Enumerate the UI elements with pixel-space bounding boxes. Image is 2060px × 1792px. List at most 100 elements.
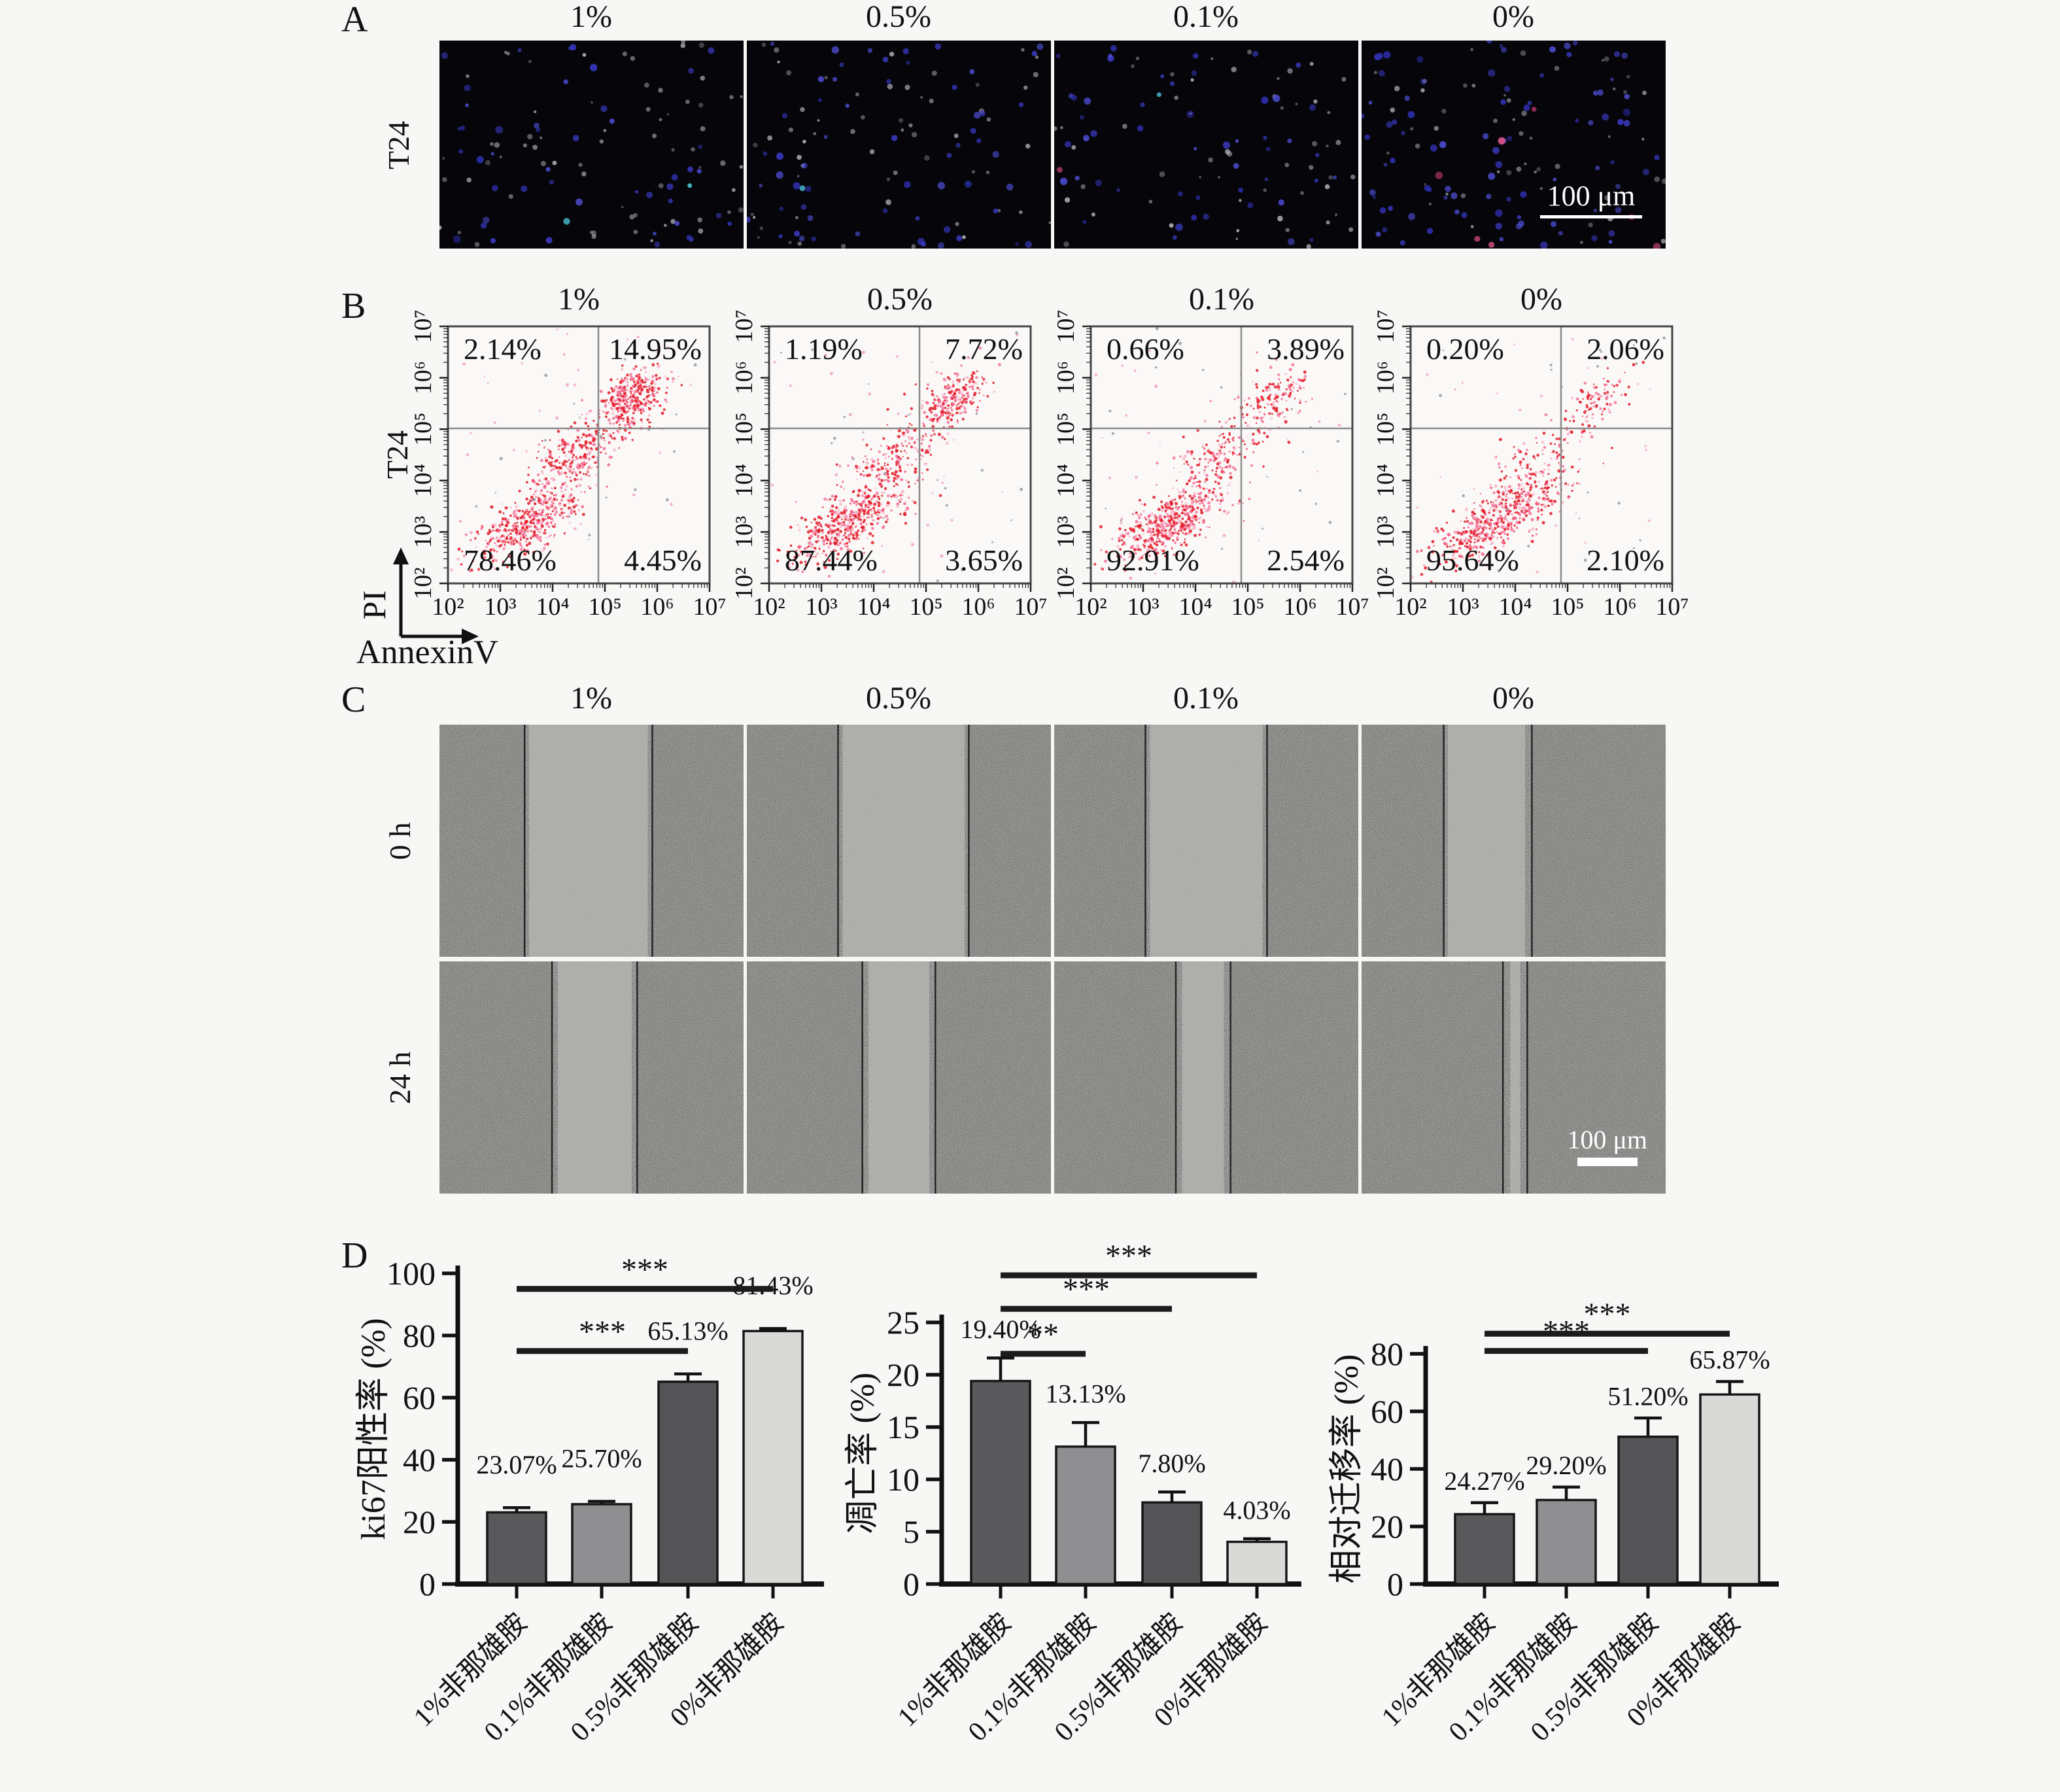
y-tick-label: 20 xyxy=(403,1504,436,1540)
scatter-dots xyxy=(1093,327,1347,583)
cell-region-left xyxy=(747,725,838,957)
significance-stars: *** xyxy=(1063,1272,1110,1307)
y-tick-label: 20 xyxy=(887,1356,919,1393)
fluorescent-cells xyxy=(747,41,1051,249)
quadrant-value-upper-right: 2.06% xyxy=(1587,332,1664,366)
plot-border xyxy=(768,325,1032,585)
x-tick-label: 10⁶ xyxy=(961,593,995,621)
cell-region-left xyxy=(439,961,553,1194)
bar-value-label: 65.87% xyxy=(1689,1345,1770,1375)
bar-1%非那雄胺 xyxy=(1454,1513,1515,1585)
y-tick-label: 0 xyxy=(903,1566,919,1602)
y-tick-label: 80 xyxy=(403,1317,436,1354)
cell-region-right xyxy=(969,725,1051,957)
y-tick-label: 10⁷ xyxy=(1372,309,1399,343)
plot-border xyxy=(1090,325,1354,585)
panel-b-header-1pct: 1% xyxy=(558,282,600,317)
bar-value-label: 81.43% xyxy=(732,1271,813,1300)
quadrant-value-upper-right: 7.72% xyxy=(945,332,1023,366)
scale-bar-line xyxy=(1540,215,1642,218)
fluorescence-render xyxy=(439,41,744,248)
flow-plot-05pct: 10² 10² 10³ 10³ 10⁴ 10⁴ 10⁵ 10⁵ 10⁶ 10⁶ 10⁷ 10⁷ 1.1… xyxy=(730,309,1048,621)
y-tick-label: 15 xyxy=(887,1409,919,1445)
panel-c-row-label-24h: 24 h xyxy=(383,1051,417,1105)
y-tick-label: 10⁵ xyxy=(730,413,758,446)
scatter-dots xyxy=(770,331,1023,582)
significance-stars: *** xyxy=(579,1315,626,1349)
fluorescence-image-05pct xyxy=(747,41,1051,249)
bar-1%非那雄胺 xyxy=(970,1379,1031,1585)
bar-value-label: 7.80% xyxy=(1138,1449,1205,1478)
x-tick-label: 10³ xyxy=(805,593,837,621)
bar-0.5%非那雄胺 xyxy=(1617,1435,1679,1585)
chart-axes: 0 5 10 15 20 25 xyxy=(887,1304,1301,1602)
panel-b-label: B xyxy=(341,286,366,326)
wound-render xyxy=(1362,725,1666,957)
significance-stars: *** xyxy=(1105,1239,1152,1273)
fluorescent-cells xyxy=(1054,44,1356,249)
bar-value-label: 65.13% xyxy=(647,1317,728,1346)
y-tick-label: 10⁵ xyxy=(1372,413,1399,446)
panel-c-header-0pct: 0% xyxy=(1492,681,1534,715)
y-tick-label: 5 xyxy=(903,1513,919,1550)
y-tick-label: 0 xyxy=(1387,1566,1403,1602)
wound-image-24h-01pct xyxy=(1054,961,1358,1194)
scale-bar-line xyxy=(1577,1158,1638,1166)
wound-image-24h-0pct: 100 μm xyxy=(1362,961,1666,1194)
quadrant-value-upper-right: 3.89% xyxy=(1267,332,1345,366)
significance-stars: *** xyxy=(1584,1297,1631,1332)
y-tick-label: 10³ xyxy=(1052,516,1080,548)
fluorescence-image-0pct: 100 μm xyxy=(1362,41,1666,249)
y-tick-label: 10⁶ xyxy=(1052,361,1080,394)
quadrant-value-lower-right: 3.65% xyxy=(945,543,1023,577)
fluorescence-render xyxy=(1362,41,1666,249)
y-tick-label: 10² xyxy=(409,567,437,599)
fluorescence-render xyxy=(747,41,1051,249)
bar-value-label: 25.70% xyxy=(561,1443,642,1473)
panel-a-header-05pct: 0.5% xyxy=(866,0,931,34)
y-tick-label: 10² xyxy=(1052,567,1080,599)
x-tick-label: 10³ xyxy=(1127,593,1159,621)
bar-0%非那雄胺 xyxy=(1226,1540,1288,1585)
y-tick-label: 25 xyxy=(887,1304,919,1341)
bar-0.1%非那雄胺 xyxy=(571,1503,632,1585)
significance-marks: ****** xyxy=(1485,1297,1730,1354)
x-tick-label: 10⁷ xyxy=(1655,593,1689,621)
wound-render xyxy=(1054,961,1358,1194)
bar-value-label: 51.20% xyxy=(1607,1381,1688,1411)
cell-region-left xyxy=(747,961,863,1194)
wound-render xyxy=(439,961,744,1194)
flow-plot-bg xyxy=(769,326,1031,583)
y-tick-label: 80 xyxy=(1371,1335,1403,1372)
x-tick-label: 10⁷ xyxy=(1335,593,1369,621)
y-tick-label: 0 xyxy=(419,1566,436,1602)
x-tick-label: 10⁶ xyxy=(640,593,674,621)
y-tick-label: 10⁷ xyxy=(1052,309,1080,343)
panel-a-header-0pct: 0% xyxy=(1492,0,1534,34)
flow-plot-bg xyxy=(1091,326,1352,583)
bar-0%非那雄胺 xyxy=(742,1330,804,1585)
quadrant-value-upper-right: 14.95% xyxy=(609,332,702,366)
y-tick-label: 10⁴ xyxy=(409,464,437,497)
y-tick-label: 10³ xyxy=(409,516,437,548)
y-tick-label: 100 xyxy=(386,1255,436,1292)
scale-bar-label: 100 μm xyxy=(1547,179,1636,212)
wound-render xyxy=(747,961,1051,1194)
flow-plot-1pct: 10² 10² 10³ 10³ 10⁴ 10⁴ 10⁵ 10⁵ 10⁶ 10⁶ 10⁷ 10⁷ 2.1… xyxy=(409,309,727,621)
y-tick-label: 10³ xyxy=(1372,516,1399,548)
y-axis-title: 相对迁移率 (%) xyxy=(1328,1354,1365,1584)
y-tick-label: 40 xyxy=(403,1441,436,1478)
quadrant-value-lower-left: 87.44% xyxy=(785,543,878,577)
x-tick-label: 10⁴ xyxy=(1178,593,1212,621)
cell-region-left xyxy=(1362,961,1503,1194)
y-tick-label: 20 xyxy=(1371,1508,1403,1545)
bar-value-label: 13.13% xyxy=(1045,1379,1125,1409)
cell-region-left xyxy=(439,725,525,957)
